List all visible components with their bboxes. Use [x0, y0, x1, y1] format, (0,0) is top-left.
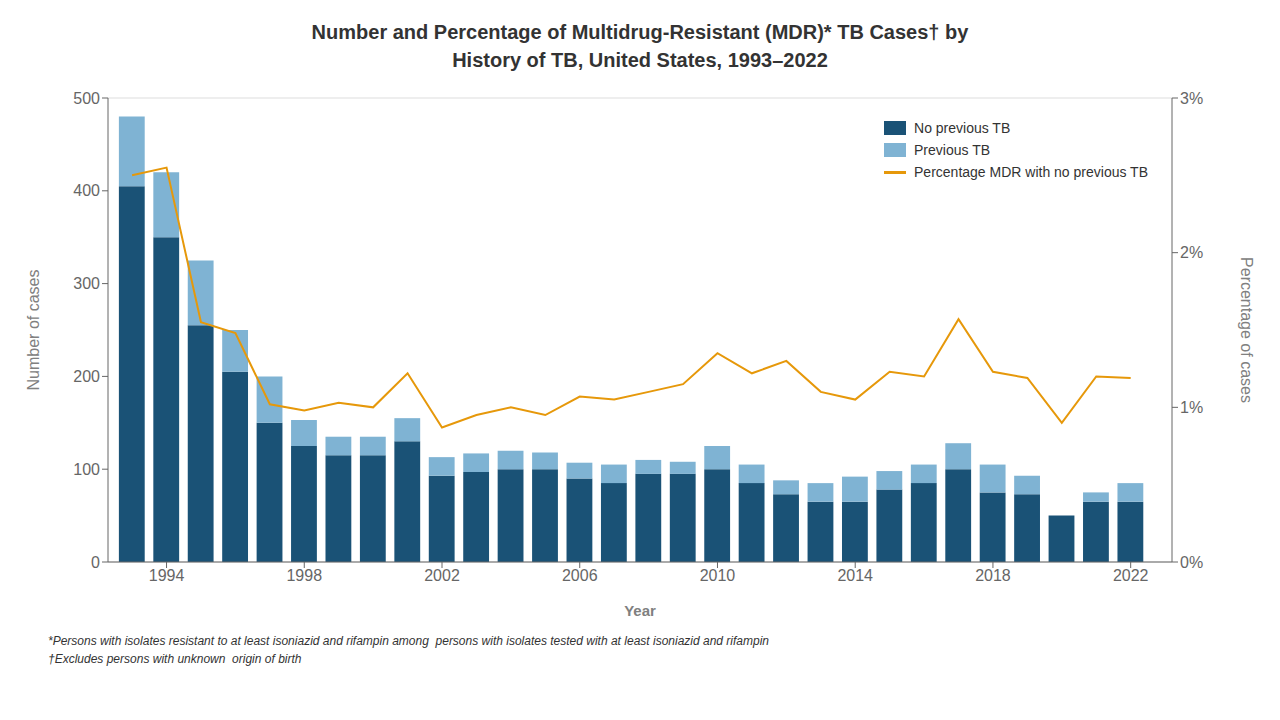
svg-text:Year: Year	[624, 602, 656, 619]
svg-text:Number of cases: Number of cases	[25, 270, 42, 391]
html-text:No previous TB: No previous TB	[914, 120, 1011, 136]
svg-text:3%: 3%	[1180, 90, 1203, 107]
svg-text:Percentage of cases: Percentage of cases	[1238, 257, 1255, 403]
svg-text:200: 200	[73, 368, 100, 385]
svg-text:2010: 2010	[700, 567, 736, 584]
svg-text:1994: 1994	[149, 567, 185, 584]
svg-text:1%: 1%	[1180, 399, 1203, 416]
svg-text:100: 100	[73, 461, 100, 478]
svg-text:500: 500	[73, 90, 100, 107]
html-text:History of TB, United States,: History of TB, United States, 1993–2022	[452, 49, 828, 71]
html-text:Number and Percentage of Multi: Number and Percentage of Multidrug-Resis…	[311, 21, 969, 43]
svg-text:300: 300	[73, 275, 100, 292]
svg-text:2018: 2018	[975, 567, 1011, 584]
svg-text:2006: 2006	[562, 567, 598, 584]
svg-text:2%: 2%	[1180, 244, 1203, 261]
html-text:†Excludes persons with unknown: †Excludes persons with unknown origin of…	[48, 652, 302, 666]
svg-text:2002: 2002	[424, 567, 460, 584]
svg-text:2014: 2014	[837, 567, 873, 584]
svg-text:2022: 2022	[1113, 567, 1149, 584]
html-text:Previous TB: Previous TB	[914, 142, 990, 158]
svg-text:400: 400	[73, 182, 100, 199]
svg-text:1998: 1998	[286, 567, 322, 584]
html-text:*Persons with isolates resista: *Persons with isolates resistant to at l…	[48, 634, 769, 648]
svg-text:0: 0	[91, 554, 100, 571]
html-text:Percentage MDR with no previou: Percentage MDR with no previous TB	[914, 164, 1148, 180]
svg-text:0%: 0%	[1180, 554, 1203, 571]
